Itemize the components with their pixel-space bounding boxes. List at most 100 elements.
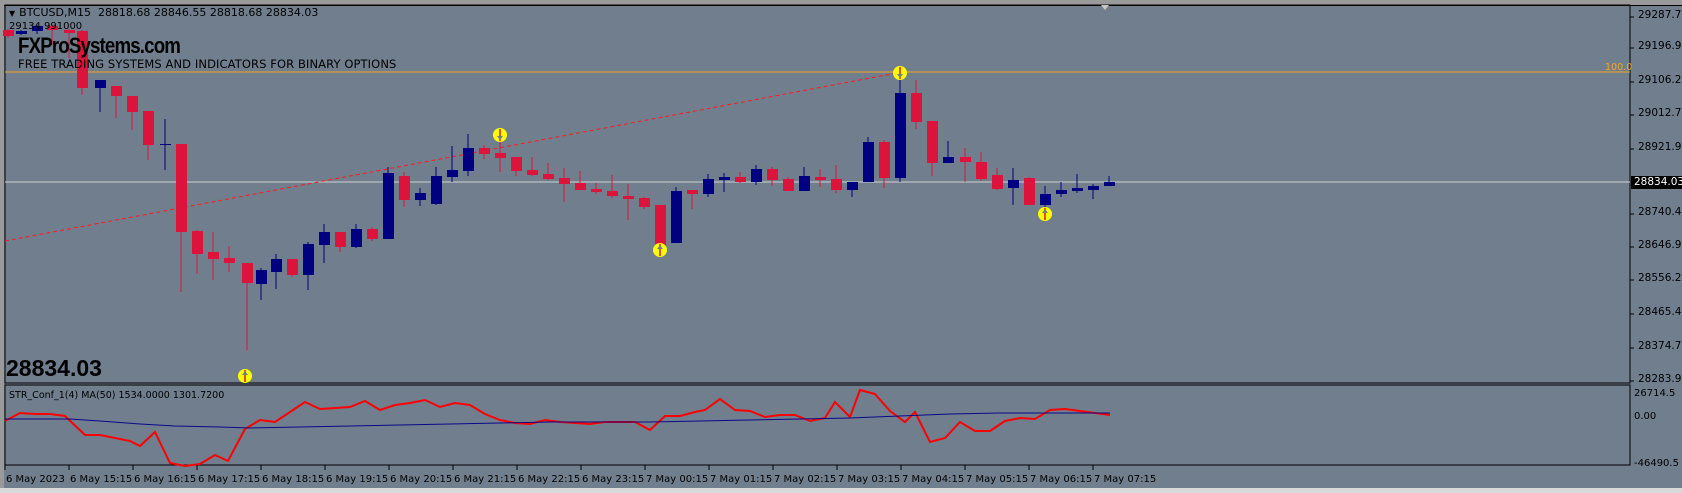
candle-body <box>799 176 810 191</box>
price-axis-label: 28740.45 <box>1638 206 1682 218</box>
candle-body <box>511 157 522 171</box>
window-frame-left <box>0 0 4 493</box>
candle-body <box>1040 194 1051 205</box>
symbol-header: ▼ BTCUSD,M15 28818.68 28846.55 28818.68 2… <box>9 6 318 19</box>
indicator-line <box>4 388 1111 468</box>
indicator-axis-min: -46490.5 <box>1634 458 1679 469</box>
current-price-big: 28834.03 <box>6 355 102 381</box>
candle-body <box>815 177 826 180</box>
time-axis-label: 6 May 19:15 <box>326 474 389 485</box>
price-axis-label: 28646.95 <box>1638 239 1682 251</box>
chart-shift-marker-icon <box>1101 5 1109 10</box>
candle-body <box>224 258 235 263</box>
indicator-title: STR_Conf_1(4) MA(50) 1534.0000 1301.7200 <box>9 390 225 401</box>
candle-body <box>399 176 410 200</box>
candle-body <box>32 26 43 31</box>
symbol-ohlc: BTCUSD,M15 28818.68 28846.55 28818.68 28… <box>19 6 319 19</box>
candle-body <box>95 80 106 88</box>
candle-body <box>160 144 171 145</box>
indicator-axis-max: 26714.5 <box>1634 388 1676 399</box>
candle-body <box>143 111 154 145</box>
candle-body <box>495 153 506 158</box>
time-axis-label: 6 May 16:15 <box>134 474 197 485</box>
candle-body <box>703 179 714 194</box>
candle-body <box>3 30 14 36</box>
sell-arrow-icon <box>893 66 907 80</box>
candle-body <box>287 259 298 275</box>
candle-body <box>242 263 253 283</box>
time-axis-label: 6 May 23:15 <box>582 474 645 485</box>
buy-arrow-icon <box>238 369 252 383</box>
time-axis-label: 7 May 05:15 <box>966 474 1029 485</box>
candle-body <box>303 244 314 275</box>
fib-top-label: 29134.991000 <box>9 21 83 32</box>
candle-body <box>895 93 906 178</box>
indicator-axis-zero: 0.00 <box>1634 411 1657 422</box>
candle-body <box>992 175 1003 189</box>
candle-body <box>543 174 554 179</box>
candle-body <box>735 177 746 182</box>
price-axis-label: 29012.70 <box>1638 107 1682 119</box>
candle-body <box>1024 178 1035 205</box>
time-axis-label: 7 May 01:15 <box>710 474 773 485</box>
price-axis-label: 28374.70 <box>1638 340 1682 352</box>
candle-body <box>1072 188 1083 191</box>
candle-body <box>447 170 458 177</box>
candle-body <box>960 157 971 162</box>
time-axis-label: 6 May 21:15 <box>454 474 517 485</box>
candle-body <box>751 169 762 182</box>
window-frame-bottom <box>0 488 1682 493</box>
candle-body <box>623 196 634 199</box>
candle-body <box>1088 186 1099 190</box>
candle-body <box>1008 180 1019 188</box>
candle-body <box>911 93 922 122</box>
candle-body <box>256 270 267 284</box>
candle-body <box>976 162 987 179</box>
candle-body <box>463 148 474 171</box>
time-axis-label: 7 May 04:15 <box>902 474 965 485</box>
candle-body <box>16 31 27 34</box>
brand-tagline: FREE TRADING SYSTEMS AND INDICATORS FOR … <box>18 57 397 71</box>
candle-body <box>335 232 346 247</box>
main-panel-border <box>4 4 1631 384</box>
candle-body <box>831 179 842 190</box>
candle-body <box>127 96 138 112</box>
candle-body <box>943 157 954 163</box>
time-axis-label: 6 May 20:15 <box>390 474 453 485</box>
candle-body <box>559 178 570 184</box>
price-axis-label: 29196.95 <box>1638 40 1682 52</box>
price-axis-label: 29287.70 <box>1638 9 1682 21</box>
candle-body <box>687 190 698 194</box>
brand-logo: FXProSystems.com <box>18 33 181 58</box>
ma-line <box>5 412 1110 429</box>
time-axis-label: 7 May 06:15 <box>1030 474 1093 485</box>
candle-body <box>591 189 602 192</box>
candle-body <box>783 179 794 191</box>
candle-body <box>47 26 58 30</box>
price-axis-label: 28921.95 <box>1638 141 1682 153</box>
time-axis-label: 7 May 02:15 <box>774 474 837 485</box>
candle-body <box>479 148 490 154</box>
time-axis-label: 6 May 2023 <box>6 474 65 485</box>
candle-body <box>639 198 650 207</box>
candle-body <box>863 142 874 182</box>
candle-body <box>767 169 778 180</box>
candle-body <box>575 183 586 190</box>
candle-body <box>77 31 88 88</box>
candle-body <box>655 205 666 247</box>
candle-body <box>607 191 618 196</box>
time-axis-label: 6 May 17:15 <box>198 474 261 485</box>
dropdown-triangle-icon[interactable]: ▼ <box>9 9 16 18</box>
candle-body <box>319 232 330 245</box>
candle-body <box>415 193 426 200</box>
price-axis-label: 28556.20 <box>1638 272 1682 284</box>
time-axis-label: 7 May 00:15 <box>646 474 709 485</box>
buy-arrow-icon <box>1038 207 1052 221</box>
current-price-tag: 28834.03 <box>1631 176 1682 189</box>
candle-body <box>1056 190 1067 194</box>
candle-body <box>271 259 282 272</box>
candle-body <box>208 252 219 259</box>
candle-body <box>671 191 682 243</box>
buy-arrow-icon <box>653 243 667 257</box>
